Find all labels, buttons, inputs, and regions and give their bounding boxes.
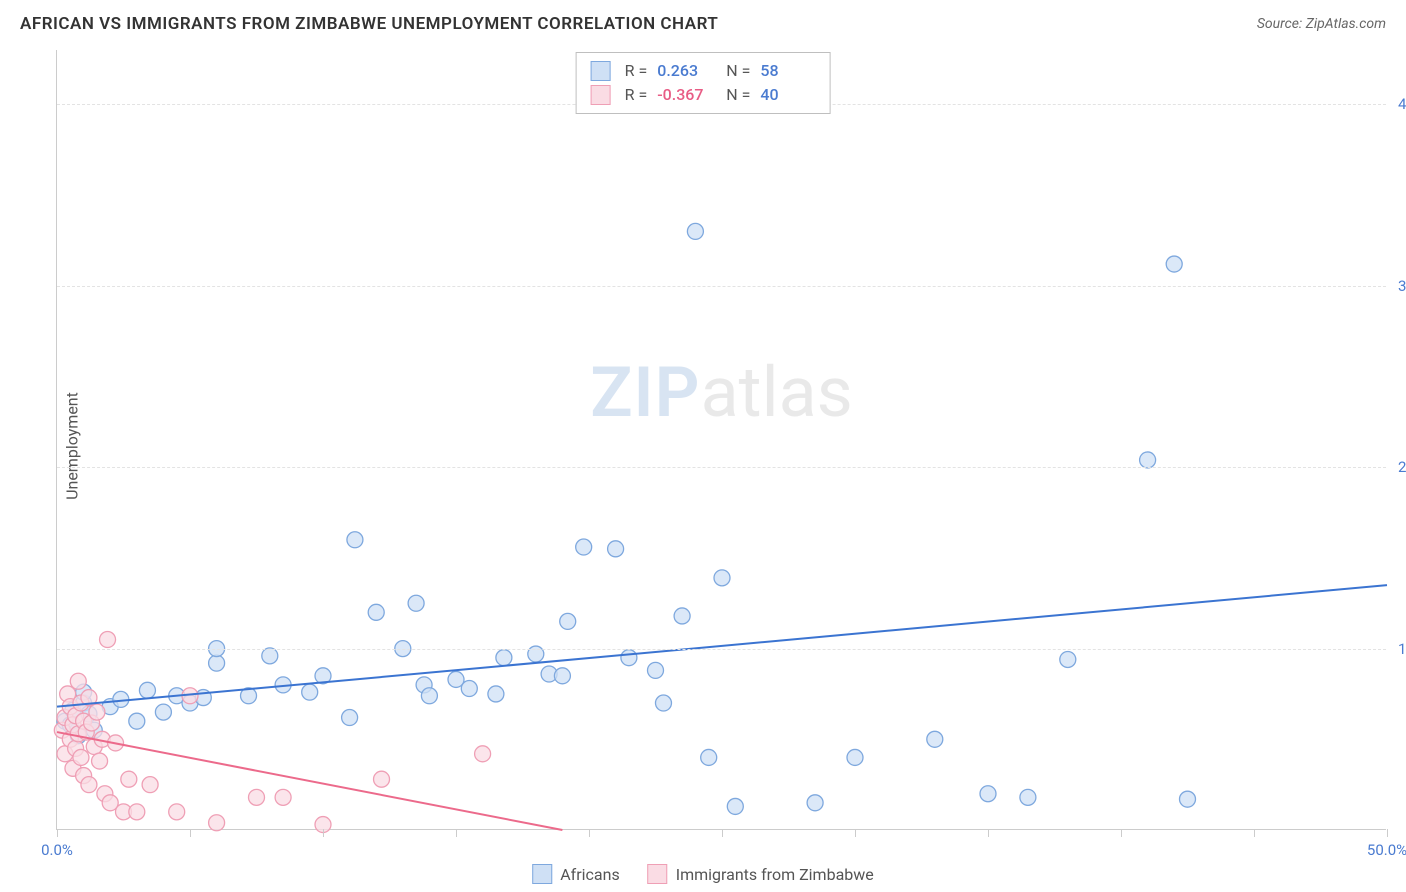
chart-title: AFRICAN VS IMMIGRANTS FROM ZIMBABWE UNEM… [20,14,718,34]
stats-row: R = -0.367 N = 40 [591,83,816,107]
gridline [57,467,1386,468]
legend-swatch [648,864,668,884]
chart-source: Source: ZipAtlas.com [1257,16,1386,32]
legend-label: Africans [560,865,619,884]
scatter-point [727,798,743,814]
scatter-point [374,771,390,787]
scatter-point [209,655,225,671]
scatter-point [129,713,145,729]
x-tick [57,829,58,837]
x-tick [1387,829,1388,837]
scatter-point [92,753,108,769]
legend-item: Africans [532,864,619,884]
scatter-point [1140,452,1156,468]
stats-swatch [591,85,611,105]
scatter-point [576,539,592,555]
scatter-point [139,682,155,698]
x-tick [323,829,324,837]
scatter-point [368,604,384,620]
x-tick [589,829,590,837]
x-tick [855,829,856,837]
scatter-point [209,815,225,831]
y-tick-label: 10.0% [1390,640,1406,658]
scatter-point [1180,791,1196,807]
gridline [57,649,1386,650]
legend-label: Immigrants from Zimbabwe [676,865,874,884]
x-tick [1121,829,1122,837]
x-tick [722,829,723,837]
scatter-point [687,223,703,239]
scatter-point [980,786,996,802]
x-tick [1254,829,1255,837]
stat-r-label: R = [625,59,648,83]
scatter-point [560,613,576,629]
scatter-point [927,731,943,747]
stats-row: R = 0.263 N = 58 [591,59,816,83]
scatter-point [275,789,291,805]
x-tick [190,829,191,837]
scatter-plot-svg [57,50,1386,829]
stat-r-value: 0.263 [657,59,712,83]
chart-header: AFRICAN VS IMMIGRANTS FROM ZIMBABWE UNEM… [20,14,1386,34]
scatter-point [714,570,730,586]
regression-line [57,585,1387,707]
scatter-point [674,608,690,624]
scatter-point [847,749,863,765]
scatter-point [408,595,424,611]
scatter-point [347,532,363,548]
scatter-point [100,632,116,648]
series-legend: Africans Immigrants from Zimbabwe [532,864,874,884]
y-tick-label: 40.0% [1390,95,1406,113]
scatter-point [302,684,318,700]
scatter-point [421,688,437,704]
x-max-label: 50.0% [1367,841,1406,859]
y-tick-label: 20.0% [1390,458,1406,476]
scatter-point [73,749,89,765]
scatter-point [701,749,717,765]
scatter-point [262,648,278,664]
scatter-point [142,777,158,793]
stat-r-label: R = [625,83,648,107]
stat-n-value: 58 [760,59,815,83]
x-tick [988,829,989,837]
chart-plot-area: ZIPatlas 10.0%20.0%30.0%40.0%0.0%50.0% [56,50,1386,830]
y-tick-label: 30.0% [1390,277,1406,295]
x-tick [456,829,457,837]
scatter-point [475,746,491,762]
stats-swatch [591,61,611,81]
scatter-point [169,804,185,820]
scatter-point [155,704,171,720]
scatter-point [621,650,637,666]
stat-n-label: N = [726,83,750,107]
scatter-point [554,668,570,684]
scatter-point [1060,651,1076,667]
scatter-point [121,771,137,787]
scatter-point [488,686,504,702]
scatter-point [249,789,265,805]
scatter-point [807,795,823,811]
correlation-stats-box: R = 0.263 N = 58 R = -0.367 N = 40 [576,52,831,114]
scatter-point [655,695,671,711]
stat-n-label: N = [726,59,750,83]
scatter-point [461,681,477,697]
scatter-point [496,650,512,666]
stat-r-value: -0.367 [657,83,712,107]
stat-n-value: 40 [760,83,815,107]
scatter-point [608,541,624,557]
legend-swatch [532,864,552,884]
scatter-point [648,662,664,678]
x-min-label: 0.0% [41,841,73,859]
scatter-point [1020,789,1036,805]
scatter-point [70,673,86,689]
scatter-point [342,710,358,726]
legend-item: Immigrants from Zimbabwe [648,864,874,884]
gridline [57,286,1386,287]
scatter-point [81,777,97,793]
scatter-point [89,704,105,720]
scatter-point [129,804,145,820]
scatter-point [1166,256,1182,272]
